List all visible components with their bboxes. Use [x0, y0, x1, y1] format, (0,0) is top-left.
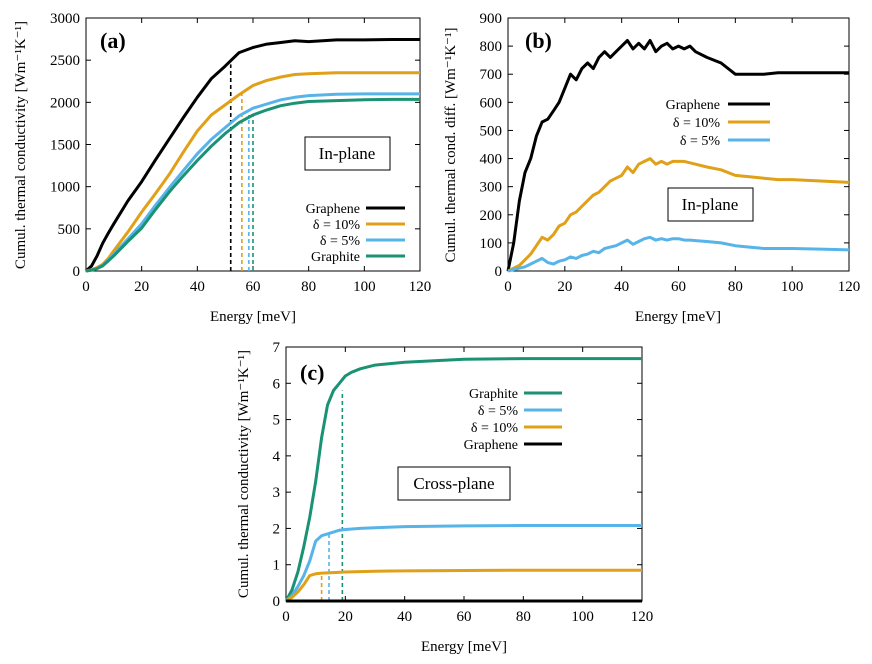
- panel-a-ytick-label: 2500: [50, 53, 80, 69]
- panel-c-ytick-label: 5: [273, 413, 281, 429]
- panel-c-xtick-label: 40: [397, 609, 412, 625]
- panel-c-legend-label-graphite: Graphite: [469, 387, 518, 402]
- panel-c-label: (c): [300, 360, 324, 385]
- panel-c-ytick-label: 1: [273, 558, 281, 574]
- panel-b: 0 20 40 60 80 100 120 0 100 200 300 400 500 600 700 800…: [443, 11, 860, 325]
- panel-b-xtick-label: 100: [781, 279, 804, 295]
- panel-b-series-graphene: [506, 39, 849, 272]
- panel-a-ytick-label: 3000: [50, 11, 80, 27]
- panel-c-xtick-label: 20: [338, 609, 353, 625]
- panel-c: 0 20 40 60 80 100 120 0 1 2 3 4 5 6 7 Graphite δ = 5% δ …: [236, 340, 653, 655]
- panel-a-ylabel: Cumul. thermal conductivity [Wm⁻¹K⁻¹]: [13, 21, 29, 269]
- panel-b-series-delta-10pct: [507, 157, 850, 273]
- panel-a-xtick-label: 0: [82, 279, 90, 295]
- panel-c-annotation-box: [397, 466, 511, 501]
- panel-b-ytick-label: 100: [480, 236, 503, 252]
- panel-b-frame: [507, 17, 850, 272]
- panel-a-ytick-label: 1000: [50, 180, 80, 196]
- panel-a-series-graphite: [85, 97, 420, 273]
- panel-b-xtick-label: 40: [614, 279, 629, 295]
- panel-b-xtick-label: 80: [728, 279, 743, 295]
- panel-a-annotation-box: [304, 136, 391, 171]
- panel-b-ytick-label: 400: [480, 152, 503, 168]
- panel-b-xtick-label: 0: [504, 279, 512, 295]
- panel-c-xtick-label: 120: [631, 609, 654, 625]
- panel-a-legend-label-delta-10pct: δ = 10%: [313, 218, 360, 233]
- panel-b-label: (b): [525, 28, 552, 53]
- panel-b-series-delta-5pct: [507, 235, 850, 273]
- panel-b-ytick-label: 800: [480, 39, 503, 55]
- panel-a: 0 20 40 60 80 100 120050010001500200025003000 …: [13, 11, 431, 325]
- panel-b-ylabel: Cumul. thermal cond. diff. [Wm⁻¹K⁻¹]: [443, 28, 459, 263]
- panel-c-ytick-label: 6: [273, 376, 281, 392]
- panel-c-legend-label-delta-10pct: δ = 10%: [471, 421, 518, 436]
- panel-c-ytick-label: 3: [273, 485, 281, 501]
- panel-a-legend-label-graphite: Graphite: [311, 250, 360, 265]
- panel-a-annotation: In-plane: [319, 144, 376, 163]
- panel-c-annotation: Cross-plane: [413, 474, 494, 493]
- panel-c-xtick-label: 60: [457, 609, 472, 625]
- panel-a-xtick-label: 80: [301, 279, 316, 295]
- panel-a-xtick-label: 100: [353, 279, 376, 295]
- panel-c-legend-label-graphene: Graphene: [464, 438, 518, 453]
- panel-a-xlabel: Energy [meV]: [210, 309, 296, 325]
- panel-b-annotation-box: [667, 187, 754, 222]
- panel-a-xtick-label: 120: [409, 279, 432, 295]
- panel-c-ytick-label: 2: [273, 521, 281, 537]
- panel-c-xtick-label: 100: [571, 609, 594, 625]
- panel-a-xtick-label: 20: [134, 279, 149, 295]
- panel-b-ytick-label: 200: [480, 208, 503, 224]
- panel-a-label: (a): [100, 28, 126, 53]
- panel-c-xtick-label: 0: [282, 609, 290, 625]
- panel-b-legend-label-graphene: Graphene: [666, 98, 720, 113]
- panel-c-ylabel: Cumul. thermal conductivity [Wm⁻¹K⁻¹]: [236, 350, 252, 598]
- panel-a-legend-label-delta-5pct: δ = 5%: [320, 234, 360, 249]
- panel-c-legend-label-delta-5pct: δ = 5%: [478, 404, 518, 419]
- panel-b-xtick-label: 60: [671, 279, 686, 295]
- panel-b-ytick-label: 900: [480, 11, 503, 27]
- panel-a-ytick-label: 2000: [50, 95, 80, 111]
- panel-c-ytick-label: 0: [273, 594, 281, 610]
- panel-b-ytick-label: 0: [495, 264, 503, 280]
- panel-b-legend-label-delta-10pct: δ = 10%: [673, 116, 720, 131]
- panel-b-xtick-label: 120: [838, 279, 861, 295]
- panel-c-series-delta-5pct: [284, 524, 642, 603]
- panel-c-xtick-label: 80: [516, 609, 531, 625]
- panel-c-series-delta-10pct: [285, 568, 642, 603]
- panel-c-ytick-label: 4: [273, 449, 281, 465]
- panel-b-ytick-label: 500: [480, 123, 503, 139]
- panel-a-ytick-label: 0: [73, 264, 81, 280]
- panel-a-ytick-label: 1500: [50, 138, 80, 154]
- panel-c-series-graphite: [284, 357, 642, 602]
- panel-a-xtick-label: 60: [246, 279, 261, 295]
- panel-c-ytick-label: 7: [273, 340, 281, 356]
- panel-b-ytick-label: 600: [480, 95, 503, 111]
- panel-c-xlabel: Energy [meV]: [421, 639, 507, 655]
- panel-b-annotation: In-plane: [682, 195, 739, 214]
- panel-b-xlabel: Energy [meV]: [635, 309, 721, 325]
- panel-b-xtick-label: 20: [557, 279, 572, 295]
- panel-b-legend-label-delta-5pct: δ = 5%: [680, 134, 720, 149]
- panel-b-ytick-label: 300: [480, 180, 503, 196]
- panel-a-ytick-label: 500: [58, 222, 81, 238]
- panel-a-legend-label-graphene: Graphene: [306, 202, 360, 217]
- panel-a-xtick-label: 40: [190, 279, 205, 295]
- panel-b-ytick-label: 700: [480, 67, 503, 83]
- panel-a-series-graphene: [84, 38, 420, 273]
